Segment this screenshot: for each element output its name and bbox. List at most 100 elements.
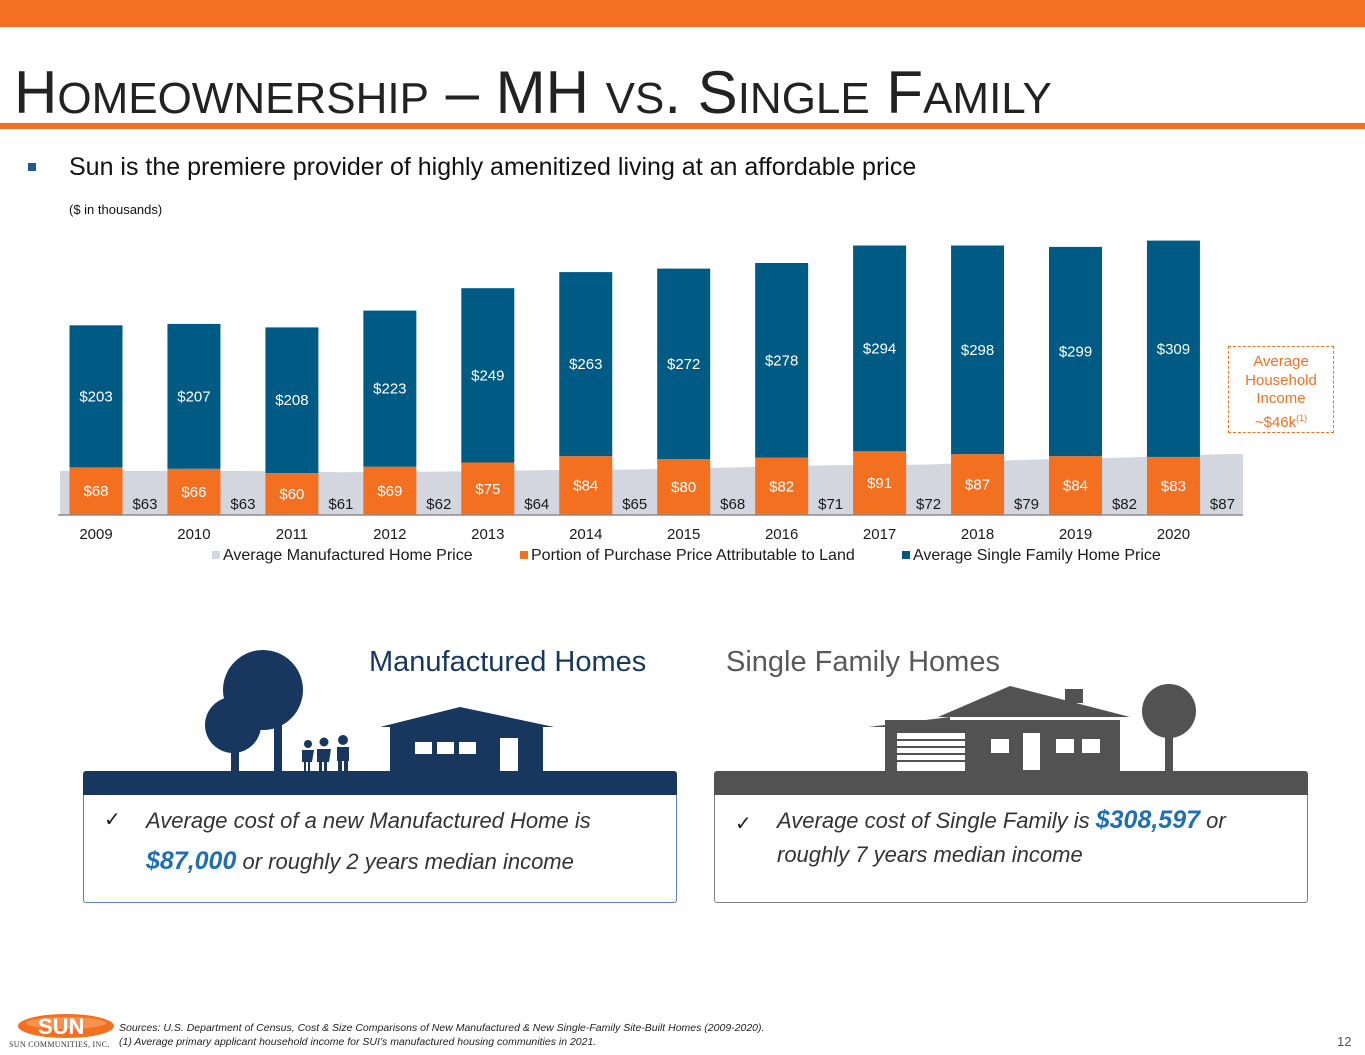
sf-value-label: $299 xyxy=(1059,344,1092,361)
manufactured-homes-heading: Manufactured Homes xyxy=(369,646,647,678)
tree-icon xyxy=(205,650,303,772)
legend-swatch xyxy=(212,551,220,559)
sf-value-label: $208 xyxy=(275,392,308,409)
land-value-label: $69 xyxy=(377,483,402,500)
single-family-cost-card: ✓ Average cost of Single Family is $308,… xyxy=(714,795,1308,903)
x-tick-label: 2018 xyxy=(961,526,994,543)
mh-value-label: $68 xyxy=(720,496,745,513)
sf-value-label: $272 xyxy=(667,356,700,373)
page-title: HOMEOWNERSHIP – MH VS. SINGLE FAMILY xyxy=(14,62,1052,124)
x-tick-label: 2011 xyxy=(276,526,308,543)
x-tick-label: 2014 xyxy=(569,526,602,543)
card-text-lead: Average cost of Single Family is xyxy=(777,808,1096,833)
logo-text: SUN xyxy=(38,1014,84,1039)
tree-icon xyxy=(1142,684,1196,775)
sf-value-label: $223 xyxy=(373,381,406,398)
sf-price-bar xyxy=(853,245,907,452)
sf-price-bar xyxy=(167,323,221,469)
top-accent-bar xyxy=(0,0,1365,27)
sf-price-bar xyxy=(69,325,123,468)
single-family-cost-value: $308,597 xyxy=(1095,806,1201,834)
sf-price-bar xyxy=(265,327,319,473)
land-portion-bar xyxy=(167,468,221,515)
legend-swatch xyxy=(902,551,910,559)
card-text-tail: or roughly 2 years median income xyxy=(236,849,574,874)
title-part: INGLE xyxy=(737,74,870,123)
sf-price-bar xyxy=(657,268,711,459)
sf-value-label: $263 xyxy=(569,356,602,373)
checkmark-icon: ✓ xyxy=(104,809,121,831)
single-family-home-illustration xyxy=(868,684,1196,775)
sf-value-label: $294 xyxy=(863,340,896,357)
x-tick-label: 2017 xyxy=(863,526,896,543)
mh-value-label: $63 xyxy=(230,496,255,513)
sf-price-bar xyxy=(951,245,1005,455)
title-part: H xyxy=(14,59,58,126)
sf-value-label: $249 xyxy=(471,367,504,384)
price-comparison-chart: $68 $203 $63 2009 $66 $207 $63 2010 $60 $208 $61 20… xyxy=(58,240,1243,564)
mh-value-label: $61 xyxy=(328,496,353,513)
title-part: – MH xyxy=(428,59,606,126)
sf-value-label: $309 xyxy=(1157,341,1190,358)
bullet-text: Sun is the premiere provider of highly a… xyxy=(69,153,917,181)
manufactured-cost-text: Average cost of a new Manufactured Home … xyxy=(146,801,666,882)
land-portion-bar xyxy=(1049,456,1102,515)
callout-footnote-mark: (1) xyxy=(1296,412,1308,423)
land-portion-bar xyxy=(461,462,515,515)
x-tick-label: 2015 xyxy=(667,526,700,543)
legend-label: Average Single Family Home Price xyxy=(913,547,1161,564)
sf-price-bar xyxy=(1049,246,1102,457)
land-value-label: $83 xyxy=(1161,478,1186,495)
bullet-square-icon xyxy=(28,163,36,171)
sf-value-label: $207 xyxy=(177,388,210,405)
sf-price-bar xyxy=(559,272,613,457)
page-number: 12 xyxy=(1337,1034,1352,1049)
land-portion-bar xyxy=(853,451,907,515)
land-value-label: $84 xyxy=(573,478,598,495)
sf-price-bar xyxy=(1146,240,1200,457)
land-value-label: $82 xyxy=(769,478,794,495)
manufactured-home-icon xyxy=(380,707,554,772)
sun-communities-logo: SUN xyxy=(18,1014,114,1039)
title-part: . S xyxy=(664,59,738,126)
land-portion-bar xyxy=(265,473,319,515)
land-value-label: $60 xyxy=(279,486,304,503)
manufactured-cost-card: ✓ Average cost of a new Manufactured Hom… xyxy=(83,795,677,903)
x-tick-label: 2019 xyxy=(1059,526,1092,543)
x-tick-label: 2012 xyxy=(373,526,406,543)
card-text-tail: or roughly 7 years median income xyxy=(777,808,1226,867)
callout-line: Income xyxy=(1256,390,1306,407)
callout-line: Average xyxy=(1253,353,1309,370)
company-name: SUN COMMUNITIES, INC. xyxy=(9,1040,110,1049)
title-part: AMILY xyxy=(923,74,1052,123)
sf-value-label: $298 xyxy=(961,342,994,359)
mh-value-label: $72 xyxy=(916,496,941,513)
sf-price-bar xyxy=(755,263,809,458)
land-portion-bar xyxy=(363,466,417,515)
mh-value-label: $62 xyxy=(426,496,451,513)
land-portion-bar xyxy=(1146,456,1200,515)
title-part: VS xyxy=(605,74,665,123)
land-value-label: $84 xyxy=(1063,478,1088,495)
land-portion-bar xyxy=(559,456,613,515)
manufactured-cost-value: $87,000 xyxy=(146,847,237,875)
callout-line: Household xyxy=(1245,371,1317,389)
land-portion-bar xyxy=(951,454,1005,515)
legend-swatch xyxy=(520,551,528,559)
mh-value-label: $79 xyxy=(1014,496,1039,513)
x-tick-label: 2013 xyxy=(471,526,504,543)
sf-value-label: $278 xyxy=(765,352,798,369)
land-portion-bar xyxy=(69,467,123,515)
land-value-label: $68 xyxy=(83,483,108,500)
units-note: ($ in thousands) xyxy=(69,202,163,217)
title-part: OMEOWNERSHIP xyxy=(57,74,429,123)
manufactured-ground-bar xyxy=(83,771,677,796)
single-family-homes-heading: Single Family Homes xyxy=(726,646,1000,678)
income-footnote: (1) Average primary applicant household … xyxy=(119,1036,597,1048)
title-part: F xyxy=(869,59,924,126)
sources-footnote: Sources: U.S. Department of Census, Cost… xyxy=(119,1022,765,1034)
land-portion-bar xyxy=(657,459,711,515)
card-text-lead: Average cost of a new Manufactured Home … xyxy=(146,808,591,833)
legend-label: Average Manufactured Home Price xyxy=(223,547,473,564)
land-portion-bar xyxy=(755,457,809,515)
